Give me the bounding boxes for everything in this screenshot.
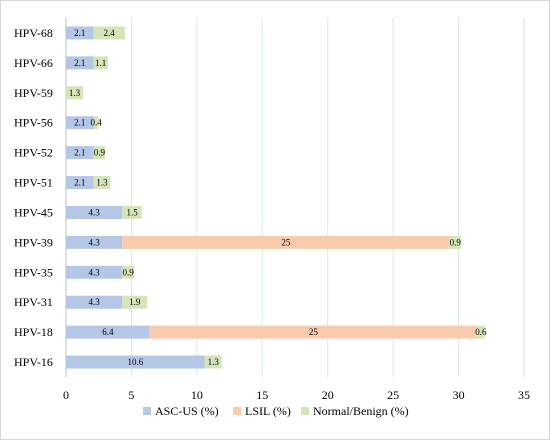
x-tick-label: 5 bbox=[128, 388, 134, 402]
bar-segment bbox=[93, 56, 108, 70]
bar-segment bbox=[122, 205, 142, 219]
data-label: 4.3 bbox=[89, 237, 101, 247]
data-label: 2.1 bbox=[74, 148, 85, 158]
bar-segment bbox=[66, 86, 84, 100]
grid-lines bbox=[65, 18, 525, 377]
data-label: 2.1 bbox=[74, 58, 85, 68]
data-label: 2.1 bbox=[74, 178, 85, 188]
category-label: HPV-51 bbox=[14, 176, 53, 190]
bar-segment bbox=[204, 355, 222, 369]
data-label: 25 bbox=[309, 327, 319, 337]
category-label: HPV-16 bbox=[14, 355, 53, 369]
data-label: 0.6 bbox=[475, 327, 487, 337]
bar-segment bbox=[149, 325, 477, 339]
data-label: 10.6 bbox=[127, 357, 143, 367]
category-label: HPV-56 bbox=[14, 116, 53, 130]
bar-segment bbox=[476, 325, 485, 339]
data-label: 1.9 bbox=[129, 297, 141, 307]
bar-segment bbox=[66, 295, 123, 309]
bar-segment bbox=[93, 26, 125, 40]
data-label: 2.4 bbox=[104, 28, 116, 38]
data-label: 0.4 bbox=[90, 118, 102, 128]
data-label: 1.5 bbox=[126, 207, 138, 217]
legend: ASC-US (%) LSIL (%) Normal/Benign (%) bbox=[143, 404, 409, 418]
bar-segment bbox=[449, 235, 462, 249]
x-tick-label: 30 bbox=[453, 388, 465, 402]
bar-segment bbox=[66, 116, 94, 130]
legend-swatch bbox=[143, 407, 151, 415]
data-label: 6.4 bbox=[102, 327, 114, 337]
category-label: HPV-45 bbox=[14, 205, 53, 219]
bar-segment bbox=[66, 146, 94, 160]
category-label: HPV-31 bbox=[14, 295, 53, 309]
data-label: 1.3 bbox=[96, 178, 108, 188]
data-label: 25 bbox=[281, 237, 291, 247]
bar-segment bbox=[122, 265, 135, 279]
data-label: 0.9 bbox=[94, 148, 106, 158]
category-label: HPV-18 bbox=[14, 325, 53, 339]
bar-segment bbox=[66, 56, 94, 70]
legend-swatch bbox=[233, 407, 241, 415]
x-tick-label: 35 bbox=[518, 388, 530, 402]
legend-swatch bbox=[301, 407, 309, 415]
bar-segment bbox=[66, 26, 94, 40]
data-label: 1.3 bbox=[208, 357, 220, 367]
bar-segment bbox=[66, 205, 123, 219]
category-label: HPV-35 bbox=[14, 265, 53, 279]
bar-segment bbox=[93, 116, 99, 130]
data-label: 2.1 bbox=[74, 28, 85, 38]
bar-segment bbox=[93, 176, 111, 190]
legend-label: ASC-US (%) bbox=[155, 404, 219, 418]
x-tick-label: 10 bbox=[191, 388, 203, 402]
legend-label: Normal/Benign (%) bbox=[313, 404, 409, 418]
bar-segment bbox=[66, 265, 123, 279]
x-tick-label: 20 bbox=[322, 388, 334, 402]
data-label: 1.3 bbox=[69, 88, 81, 98]
category-label: HPV-52 bbox=[14, 146, 53, 160]
category-label: HPV-66 bbox=[14, 56, 53, 70]
bar-segment bbox=[66, 176, 94, 190]
category-label: HPV-59 bbox=[14, 86, 53, 100]
data-label: 0.9 bbox=[450, 237, 462, 247]
data-label: 2.1 bbox=[74, 118, 85, 128]
category-axis: HPV-68 HPV-66 HPV-59 HPV-56 HPV-52 HPV-51 HPV-… bbox=[14, 26, 53, 369]
category-label: HPV-39 bbox=[14, 235, 53, 249]
data-label: 0.9 bbox=[123, 267, 135, 277]
bar-segment bbox=[122, 235, 450, 249]
bar-segment bbox=[93, 146, 106, 160]
value-axis: 0 5 10 15 20 25 30 35 bbox=[63, 388, 530, 402]
category-label: HPV-68 bbox=[14, 26, 53, 40]
bar-segment bbox=[122, 295, 148, 309]
bars: 2.1 2.4 2.1 1.1 1.3 2.1 0.4 2.1 0.9 2.1 1.3 4.3 1.5 4… bbox=[66, 26, 487, 369]
x-tick-label: 15 bbox=[256, 388, 268, 402]
x-tick-label: 25 bbox=[387, 388, 399, 402]
bar-segment bbox=[66, 325, 150, 339]
data-label: 4.3 bbox=[89, 267, 101, 277]
x-tick-label: 0 bbox=[63, 388, 69, 402]
data-label: 1.1 bbox=[95, 58, 106, 68]
data-label: 4.3 bbox=[89, 297, 101, 307]
bar-segment bbox=[66, 355, 205, 369]
legend-label: LSIL (%) bbox=[245, 404, 291, 418]
data-label: 4.3 bbox=[89, 207, 101, 217]
bar-segment bbox=[66, 235, 123, 249]
